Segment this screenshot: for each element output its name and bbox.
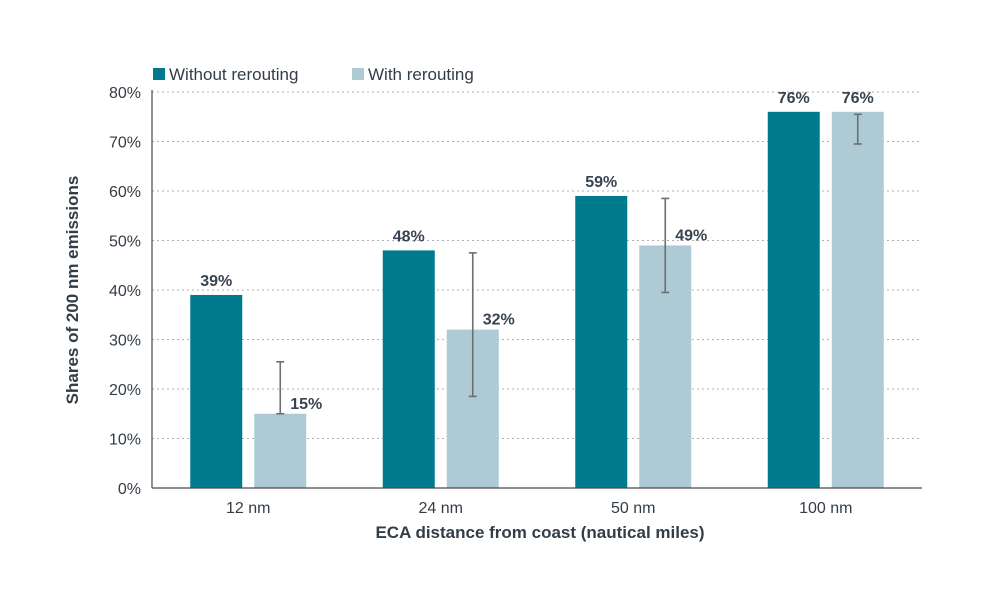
legend-label-without-rerouting: Without rerouting bbox=[169, 65, 298, 84]
y-tick-label: 70% bbox=[109, 135, 141, 152]
bar-with-rerouting bbox=[831, 111, 884, 489]
data-label-without-rerouting: 48% bbox=[393, 228, 425, 245]
bar-with-rerouting bbox=[254, 413, 307, 488]
bar-without-rerouting bbox=[767, 111, 820, 489]
legend-label-with-rerouting: With rerouting bbox=[368, 65, 474, 84]
y-tick-label: 20% bbox=[109, 382, 141, 399]
y-tick-label: 0% bbox=[118, 481, 141, 498]
legend-swatch-with-rerouting bbox=[352, 68, 364, 80]
data-labels: 39% 15% 48% 32% 59% 49% 76% 76% bbox=[200, 90, 874, 413]
bar-without-rerouting bbox=[575, 195, 628, 488]
data-label-without-rerouting: 59% bbox=[585, 174, 617, 191]
data-label-with-rerouting: 15% bbox=[290, 396, 322, 413]
legend: Without rerouting With rerouting bbox=[153, 65, 474, 84]
x-tick-label: 50 nm bbox=[611, 500, 655, 517]
y-tick-label: 10% bbox=[109, 432, 141, 449]
x-tick-label: 100 nm bbox=[799, 500, 852, 517]
data-label-without-rerouting: 39% bbox=[200, 273, 232, 290]
y-tick-label: 30% bbox=[109, 333, 141, 350]
data-label-with-rerouting: 76% bbox=[842, 90, 874, 107]
error-bars bbox=[276, 113, 862, 415]
bars bbox=[190, 111, 884, 489]
data-label-with-rerouting: 49% bbox=[675, 227, 707, 244]
data-label-with-rerouting: 32% bbox=[483, 312, 515, 329]
axes: 0% 10% 20% 30% 40% 50% 60% 70% 80% 12 nm 24 nm 50 n… bbox=[109, 85, 922, 517]
legend-swatch-without-rerouting bbox=[153, 68, 165, 80]
y-tick-label: 40% bbox=[109, 283, 141, 300]
bar-without-rerouting bbox=[190, 294, 243, 488]
x-tick-label: 24 nm bbox=[419, 500, 463, 517]
x-tick-label: 12 nm bbox=[226, 500, 270, 517]
x-axis-title: ECA distance from coast (nautical miles) bbox=[375, 523, 704, 542]
bar-without-rerouting bbox=[382, 250, 435, 488]
y-tick-label: 50% bbox=[109, 234, 141, 251]
y-axis-title: Shares of 200 nm emissions bbox=[63, 176, 82, 405]
data-label-without-rerouting: 76% bbox=[778, 90, 810, 107]
y-tick-label: 80% bbox=[109, 85, 141, 102]
y-tick-label: 60% bbox=[109, 184, 141, 201]
